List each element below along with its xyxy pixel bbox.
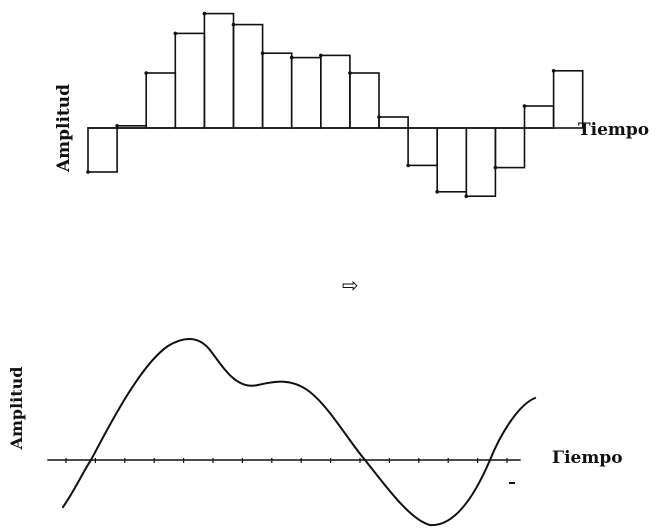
sample-point bbox=[260, 51, 265, 55]
sample-point bbox=[522, 104, 527, 108]
sample-point bbox=[231, 22, 236, 27]
sample-bar bbox=[552, 70, 584, 129]
sample-bar bbox=[261, 52, 293, 129]
sample-bar bbox=[203, 12, 235, 129]
time-axis-ticks bbox=[65, 458, 508, 463]
sample-point bbox=[406, 163, 410, 168]
continuous-signal-panel: Amplitud Γiempo bbox=[7, 338, 623, 527]
bottom-amplitude-label: Amplitud bbox=[7, 367, 26, 451]
sample-bar bbox=[494, 127, 526, 169]
sample-point bbox=[377, 115, 381, 119]
sample-point bbox=[319, 53, 323, 58]
sample-bar bbox=[145, 72, 177, 129]
sample-point bbox=[493, 165, 498, 170]
sample-bar bbox=[465, 127, 497, 197]
sample-bar bbox=[174, 32, 206, 129]
top-time-label: Tiempo bbox=[578, 120, 649, 140]
sample-point bbox=[115, 124, 119, 128]
sample-bar bbox=[378, 116, 409, 129]
sample-bar bbox=[232, 23, 264, 129]
sample-point bbox=[551, 69, 556, 73]
sample-point bbox=[144, 71, 148, 75]
sample-bar bbox=[116, 125, 147, 129]
transform-arrow-icon: ⇨ bbox=[342, 273, 359, 297]
sample-point bbox=[86, 170, 90, 174]
sample-bars bbox=[86, 11, 584, 198]
bottom-time-label: Γiempo bbox=[552, 448, 623, 468]
sample-point bbox=[173, 31, 178, 36]
sample-bar bbox=[407, 127, 439, 167]
continuous-signal-curve bbox=[61, 338, 537, 527]
sample-point bbox=[289, 55, 294, 60]
top-amplitude-label: Amplitud bbox=[54, 84, 74, 173]
sampled-signal-panel: Amplitud Tiempo bbox=[54, 11, 649, 198]
sample-bar bbox=[436, 127, 468, 193]
sample-bar bbox=[523, 105, 555, 129]
sample-bar bbox=[290, 56, 322, 129]
sample-point bbox=[348, 71, 352, 75]
sample-bar bbox=[319, 54, 351, 129]
sample-point bbox=[202, 11, 207, 16]
sample-bar bbox=[87, 127, 118, 173]
sample-bar bbox=[349, 72, 380, 129]
sample-point bbox=[435, 190, 440, 194]
sample-point bbox=[464, 194, 469, 198]
